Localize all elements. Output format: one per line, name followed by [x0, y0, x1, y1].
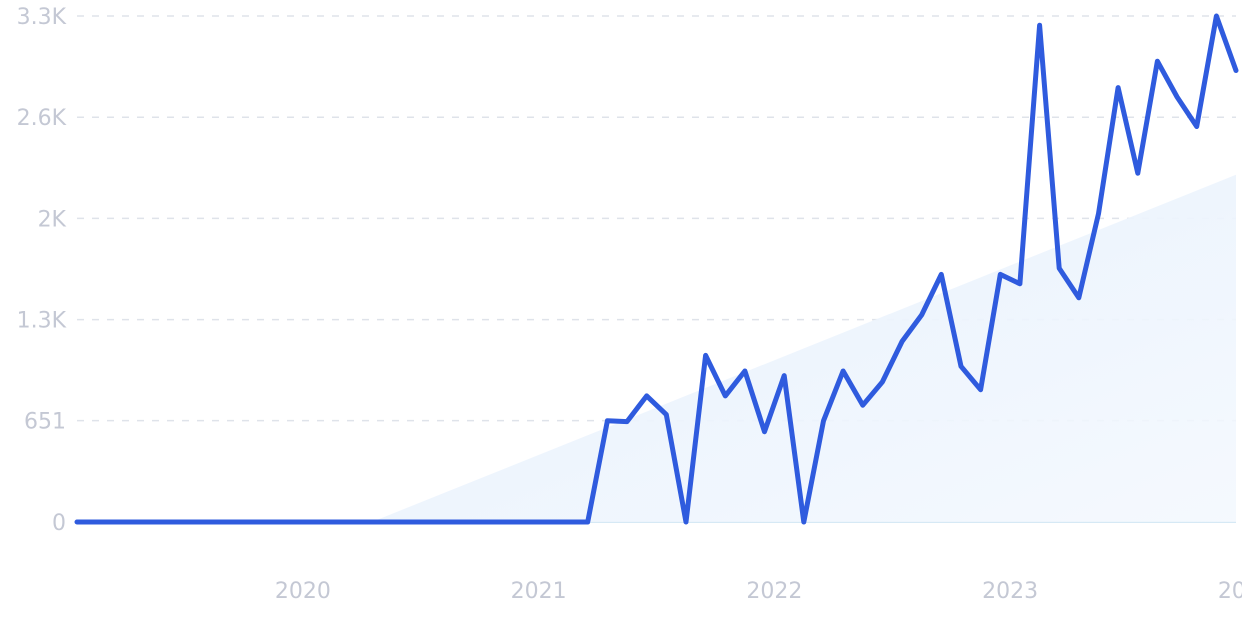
x-tick-label: 2023: [982, 579, 1038, 604]
trend-area-group: [371, 174, 1236, 522]
y-tick-label: 651: [24, 410, 66, 435]
x-axis: 2020 2021 2022 2023 2024: [275, 579, 1242, 604]
y-tick-label: 2K: [38, 207, 67, 232]
y-tick-label: 3.3K: [17, 5, 67, 30]
x-tick-label: 2022: [746, 579, 802, 604]
y-tick-label: 0: [52, 511, 66, 536]
x-tick-label: 2021: [511, 579, 567, 604]
trend-area: [371, 174, 1236, 522]
series-line: [74, 13, 1239, 525]
y-tick-label: 2.6K: [17, 106, 67, 131]
x-tick-label: 2024: [1218, 579, 1242, 604]
y-axis: 0 651 1.3K 2K 2.6K 3.3K: [17, 5, 67, 536]
y-tick-label: 1.3K: [17, 309, 67, 334]
x-tick-label: 2020: [275, 579, 331, 604]
series-group: [74, 13, 1239, 525]
